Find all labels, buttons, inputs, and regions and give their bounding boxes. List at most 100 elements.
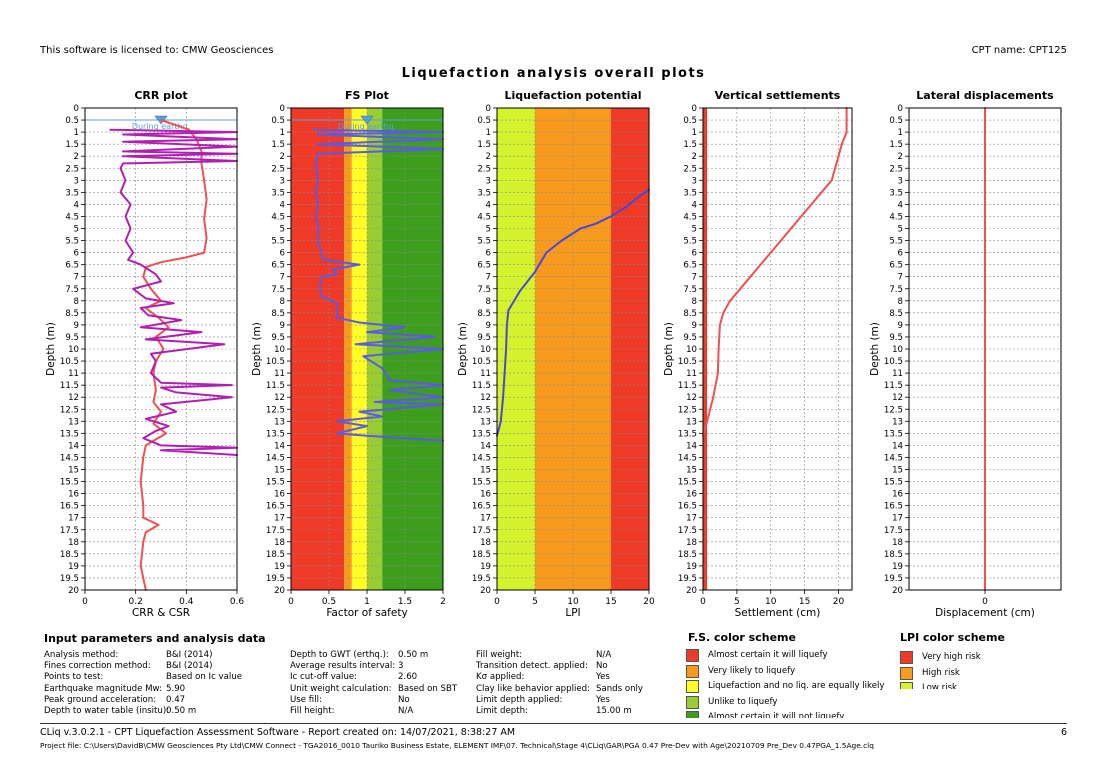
params-col3-values: N/A No Yes Sands only Yes 15.00 m: [596, 650, 643, 717]
y-tick-label: 14: [274, 441, 285, 451]
y-tick-label: 18.5: [472, 550, 491, 560]
cpt-name: CPT name: CPT125: [971, 45, 1067, 56]
y-tick-label: 11: [68, 369, 79, 379]
y-tick-label: 19: [274, 562, 285, 572]
y-tick-label: 8.5: [477, 309, 491, 319]
x-tick-label: 15: [605, 597, 616, 607]
y-tick-label: 3: [692, 176, 697, 186]
fs-legend-item: Almost certain it will not liquefy: [686, 710, 886, 718]
risk-band: [367, 108, 383, 590]
y-tick-label: 3.5: [889, 188, 903, 198]
y-tick-label: 20: [686, 586, 697, 596]
y-tick-label: 2: [280, 152, 285, 162]
y-tick-label: 10: [480, 345, 491, 355]
param-value: 0.50 m: [398, 650, 429, 660]
param-label: Depth to water table (insitu):: [44, 705, 170, 716]
fs-legend-label: Unlike to liquefy: [708, 696, 778, 707]
y-tick-label: 1.5: [477, 140, 491, 150]
y-tick-label: 16: [274, 490, 285, 500]
param-label: Average results interval:: [290, 661, 396, 672]
y-tick-label: 2.5: [477, 164, 491, 174]
y-tick-label: 10.5: [472, 357, 491, 367]
color-swatch: [686, 649, 699, 663]
y-tick-label: 7.5: [683, 285, 697, 295]
lpi-scheme-title: LPI color scheme: [900, 631, 1005, 644]
y-tick-label: 6.5: [683, 261, 697, 271]
y-tick-label: 4.5: [65, 212, 79, 222]
x-tick-label: 10: [567, 597, 579, 607]
csr-line: [109, 128, 238, 456]
y-tick-label: 16: [892, 490, 903, 500]
y-tick-label: 19: [68, 562, 79, 572]
param-value: Sands only: [596, 683, 644, 694]
y-tick-label: 11.5: [60, 381, 79, 391]
y-tick-label: 10: [274, 345, 285, 355]
y-tick-label: 17: [686, 514, 697, 524]
param-label: Limit depth:: [476, 705, 528, 716]
y-tick-label: 2: [486, 152, 491, 162]
y-tick-label: 2.5: [271, 164, 285, 174]
y-tick-label: 7.5: [65, 285, 79, 295]
x-tick-label: 2: [440, 597, 446, 607]
y-axis-label: Depth (m): [457, 322, 469, 376]
y-tick-label: 12: [274, 393, 285, 403]
param-label: Fill height:: [290, 705, 335, 716]
project-file-path: Project file: C:\Users\DavidB\CMW Geosci…: [40, 741, 874, 750]
y-tick-label: 14.5: [884, 453, 903, 463]
y-tick-label: 13: [274, 417, 285, 427]
y-tick-label: 11.5: [678, 381, 697, 391]
param-value: Based on SBT: [398, 683, 458, 694]
y-tick-label: 4: [486, 200, 491, 210]
y-tick-label: 18: [892, 538, 903, 548]
y-tick-label: 0: [74, 104, 79, 114]
y-tick-label: 12.5: [266, 405, 285, 415]
y-tick-label: 5.5: [65, 237, 79, 247]
x-tick-label: 15: [799, 597, 810, 607]
risk-band: [703, 108, 708, 590]
y-tick-label: 8: [692, 297, 697, 307]
color-swatch: [900, 682, 913, 689]
fs-legend-item: Very likely to liquefy: [686, 664, 886, 680]
y-tick-label: 2.5: [889, 164, 903, 174]
y-tick-label: 8.5: [65, 309, 79, 319]
y-tick-label: 0: [280, 104, 285, 114]
y-tick-label: 1.5: [65, 140, 79, 150]
x-tick-label: 0: [82, 597, 88, 607]
y-tick-label: 9: [898, 321, 903, 331]
param-value: Yes: [596, 672, 610, 683]
fs-legend-label: Almost certain it will liquefy: [708, 650, 828, 660]
y-tick-label: 15: [68, 466, 79, 476]
y-tick-label: 9.5: [889, 333, 903, 343]
fs-legend-item: Unlike to liquefy: [686, 695, 886, 711]
fs-legend-item: Almost certain it will liquefy: [686, 648, 886, 664]
param-label: Fill weight:: [476, 650, 523, 660]
y-tick-label: 12.5: [678, 405, 697, 415]
param-label: Fines correction method:: [44, 661, 151, 672]
input-params-title: Input parameters and analysis data: [44, 632, 266, 645]
param-label: Analysis method:: [44, 650, 119, 660]
y-tick-label: 1: [280, 128, 285, 138]
y-tick-label: 3: [898, 176, 903, 186]
y-tick-label: 13.5: [266, 429, 285, 439]
groundwater-marker-icon: [360, 115, 374, 125]
y-tick-label: 7: [898, 273, 903, 283]
y-tick-label: 10: [68, 345, 79, 355]
param-label: Unit weight calculation:: [290, 683, 392, 694]
y-tick-label: 8: [486, 297, 491, 307]
param-label: Ic cut-off value:: [290, 672, 358, 683]
y-tick-label: 1: [74, 128, 79, 138]
y-tick-label: 6.5: [477, 261, 491, 271]
y-tick-label: 8: [280, 297, 285, 307]
y-tick-label: 15.5: [884, 478, 903, 488]
crr-line: [139, 119, 208, 591]
y-tick-label: 12.5: [884, 405, 903, 415]
y-tick-label: 4: [74, 200, 79, 210]
y-tick-label: 18: [274, 538, 285, 548]
y-tick-label: 15: [480, 466, 491, 476]
y-tick-label: 16.5: [884, 502, 903, 512]
x-axis-label: CRR & CSR: [132, 607, 190, 619]
y-tick-label: 17: [68, 514, 79, 524]
color-swatch: [686, 711, 699, 718]
color-swatch: [900, 651, 913, 665]
y-tick-label: 7.5: [271, 285, 285, 295]
